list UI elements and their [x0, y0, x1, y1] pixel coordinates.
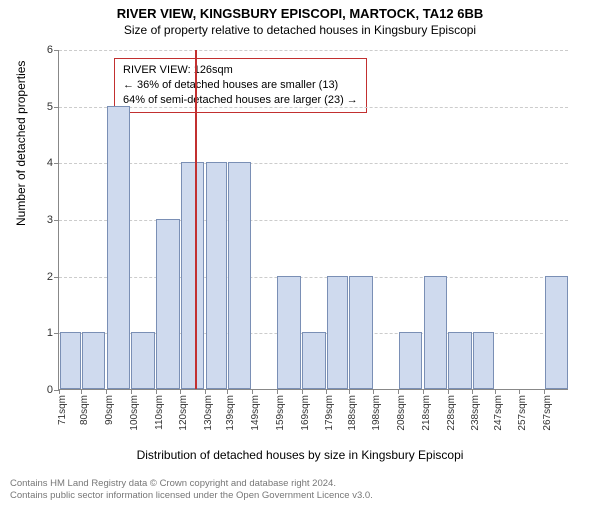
histogram-bar: [206, 162, 227, 389]
xtick-mark: [205, 389, 206, 394]
ytick-mark: [54, 107, 59, 108]
ytick-label: 6: [47, 44, 53, 56]
x-axis-label: Distribution of detached houses by size …: [0, 448, 600, 462]
xtick-mark: [472, 389, 473, 394]
ytick-label: 2: [47, 271, 53, 283]
xtick-label: 159sqm: [275, 395, 286, 431]
ytick-mark: [54, 277, 59, 278]
histogram-bar: [156, 219, 180, 389]
xtick-label: 149sqm: [250, 395, 261, 431]
histogram-bar: [448, 332, 472, 389]
page-title-line1: RIVER VIEW, KINGSBURY EPISCOPI, MARTOCK,…: [0, 6, 600, 21]
xtick-label: 198sqm: [371, 395, 382, 431]
xtick-mark: [302, 389, 303, 394]
histogram-bar: [277, 276, 301, 389]
xtick-label: 90sqm: [104, 395, 115, 425]
xtick-mark: [519, 389, 520, 394]
xtick-label: 218sqm: [421, 395, 432, 431]
xtick-mark: [59, 389, 60, 394]
annotation-line1: RIVER VIEW: 126sqm: [123, 63, 358, 78]
reference-line: [195, 50, 197, 389]
histogram-bar: [473, 332, 494, 389]
xtick-mark: [398, 389, 399, 394]
xtick-label: 139sqm: [225, 395, 236, 431]
histogram-bar: [82, 332, 106, 389]
histogram-bar: [131, 332, 155, 389]
ytick-label: 5: [47, 101, 53, 113]
xtick-label: 208sqm: [396, 395, 407, 431]
ytick-mark: [54, 50, 59, 51]
ytick-label: 4: [47, 157, 53, 169]
grid-line: [59, 277, 568, 278]
xtick-label: 257sqm: [517, 395, 528, 431]
ytick-label: 1: [47, 327, 53, 339]
xtick-mark: [227, 389, 228, 394]
xtick-mark: [373, 389, 374, 394]
plot-area: RIVER VIEW: 126sqm ← 36% of detached hou…: [58, 50, 568, 390]
annotation-line3: 64% of semi-detached houses are larger (…: [123, 93, 358, 108]
xtick-mark: [277, 389, 278, 394]
footer: Contains HM Land Registry data © Crown c…: [10, 478, 590, 502]
footer-line1: Contains HM Land Registry data © Crown c…: [10, 478, 590, 490]
histogram-bar: [349, 276, 373, 389]
xtick-mark: [326, 389, 327, 394]
footer-line2: Contains public sector information licen…: [10, 490, 590, 502]
xtick-label: 238sqm: [470, 395, 481, 431]
xtick-label: 247sqm: [493, 395, 504, 431]
annotation-box: RIVER VIEW: 126sqm ← 36% of detached hou…: [114, 58, 367, 113]
histogram-bar: [302, 332, 326, 389]
xtick-label: 169sqm: [300, 395, 311, 431]
grid-line: [59, 50, 568, 51]
xtick-mark: [180, 389, 181, 394]
ytick-mark: [54, 163, 59, 164]
histogram-bar: [399, 332, 423, 389]
xtick-mark: [131, 389, 132, 394]
histogram-bar: [327, 276, 348, 389]
xtick-label: 120sqm: [178, 395, 189, 431]
xtick-label: 188sqm: [347, 395, 358, 431]
xtick-mark: [495, 389, 496, 394]
xtick-mark: [156, 389, 157, 394]
xtick-mark: [349, 389, 350, 394]
xtick-mark: [106, 389, 107, 394]
grid-line: [59, 163, 568, 164]
ytick-label: 3: [47, 214, 53, 226]
grid-line: [59, 107, 568, 108]
xtick-label: 71sqm: [57, 395, 68, 425]
grid-line: [59, 220, 568, 221]
xtick-mark: [544, 389, 545, 394]
annotation-line2: ← 36% of detached houses are smaller (13…: [123, 78, 358, 93]
chart-container: RIVER VIEW: 126sqm ← 36% of detached hou…: [58, 50, 568, 420]
histogram-bar: [181, 162, 205, 389]
xtick-label: 80sqm: [79, 395, 90, 425]
ytick-label: 0: [47, 384, 53, 396]
page-title-line2: Size of property relative to detached ho…: [0, 23, 600, 37]
xtick-label: 110sqm: [154, 395, 165, 430]
y-axis-label: Number of detached properties: [14, 61, 28, 226]
xtick-label: 228sqm: [446, 395, 457, 431]
ytick-mark: [54, 220, 59, 221]
histogram-bar: [545, 276, 569, 389]
xtick-label: 130sqm: [203, 395, 214, 431]
xtick-mark: [448, 389, 449, 394]
xtick-mark: [252, 389, 253, 394]
xtick-label: 179sqm: [324, 395, 335, 431]
histogram-bar: [228, 162, 252, 389]
xtick-label: 267sqm: [542, 395, 553, 431]
xtick-mark: [81, 389, 82, 394]
xtick-label: 100sqm: [129, 395, 140, 431]
histogram-bar: [60, 332, 81, 389]
histogram-bar: [107, 106, 131, 389]
xtick-mark: [423, 389, 424, 394]
histogram-bar: [424, 276, 448, 389]
ytick-mark: [54, 333, 59, 334]
